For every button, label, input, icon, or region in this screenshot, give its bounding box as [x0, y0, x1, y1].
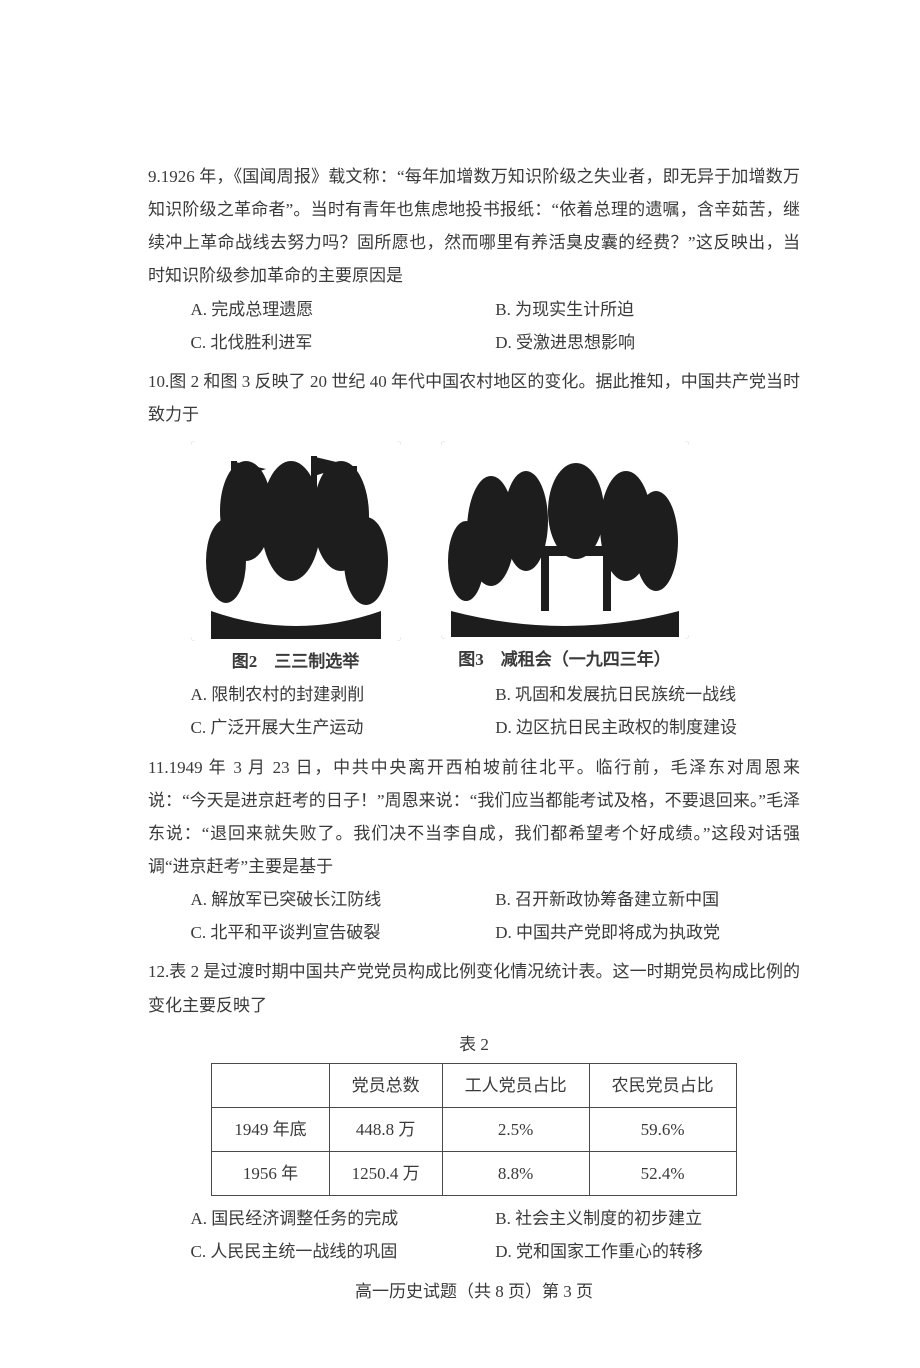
- q12-opt-d: D. 党和国家工作重心的转移: [495, 1235, 800, 1268]
- q11-number: 11.: [148, 758, 169, 777]
- q12-text: 表 2 是过渡时期中国共产党党员构成比例变化情况统计表。这一时期党员构成比例的变…: [148, 962, 800, 1014]
- table-row: 1949 年底 448.8 万 2.5% 59.6%: [212, 1107, 736, 1151]
- q10-opt-b: B. 巩固和发展抗日民族统一战线: [495, 678, 800, 711]
- figure-3-caption: 图3 减租会（一九四三年）: [458, 643, 671, 676]
- q9-opt-d: D. 受激进思想影响: [495, 326, 800, 359]
- page-footer: 高一历史试题（共 8 页）第 3 页: [148, 1275, 800, 1308]
- q10-number: 10.: [148, 372, 169, 391]
- question-12: 12.表 2 是过渡时期中国共产党党员构成比例变化情况统计表。这一时期党员构成比…: [148, 955, 800, 1268]
- td: 448.8 万: [329, 1107, 442, 1151]
- q10-options: A. 限制农村的封建剥削 B. 巩固和发展抗日民族统一战线 C. 广泛开展大生产…: [148, 678, 800, 744]
- q9-opt-b: B. 为现实生计所迫: [495, 293, 800, 326]
- q9-opt-a: A. 完成总理遗愿: [191, 293, 496, 326]
- q12-number: 12.: [148, 962, 169, 981]
- question-10: 10.图 2 和图 3 反映了 20 世纪 40 年代中国农村地区的变化。据此推…: [148, 365, 800, 745]
- figure-3: 图3 减租会（一九四三年）: [441, 441, 689, 678]
- q12-stem: 12.表 2 是过渡时期中国共产党党员构成比例变化情况统计表。这一时期党员构成比…: [148, 955, 800, 1021]
- td: 52.4%: [589, 1152, 736, 1196]
- q10-opt-d: D. 边区抗日民主政权的制度建设: [495, 711, 800, 744]
- q10-opt-a: A. 限制农村的封建剥削: [191, 678, 496, 711]
- td: 8.8%: [442, 1152, 589, 1196]
- q12-opt-c: C. 人民民主统一战线的巩固: [191, 1235, 496, 1268]
- th-worker: 工人党员占比: [442, 1063, 589, 1107]
- q11-opt-c: C. 北平和平谈判宣告破裂: [191, 916, 496, 949]
- td: 59.6%: [589, 1107, 736, 1151]
- q10-figures: 图2 三三制选举: [148, 441, 800, 678]
- q9-stem: 9.1926 年，《国闻周报》载文称：“每年加增数万知识阶级之失业者，即无异于加…: [148, 160, 800, 293]
- td: 2.5%: [442, 1107, 589, 1151]
- q11-text: 1949 年 3 月 23 日，中共中央离开西柏坡前往北平。临行前，毛泽东对周恩…: [148, 758, 800, 876]
- td: 1949 年底: [212, 1107, 329, 1151]
- figure-2-image: [191, 441, 401, 641]
- figure-2: 图2 三三制选举: [191, 441, 401, 678]
- question-9: 9.1926 年，《国闻周报》载文称：“每年加增数万知识阶级之失业者，即无异于加…: [148, 160, 800, 359]
- td: 1956 年: [212, 1152, 329, 1196]
- figure-2-caption: 图2 三三制选举: [232, 645, 360, 678]
- th-blank: [212, 1063, 329, 1107]
- table-row: 1956 年 1250.4 万 8.8% 52.4%: [212, 1152, 736, 1196]
- table-2: 党员总数 工人党员占比 农民党员占比 1949 年底 448.8 万 2.5% …: [211, 1063, 736, 1196]
- q11-stem: 11.1949 年 3 月 23 日，中共中央离开西柏坡前往北平。临行前，毛泽东…: [148, 751, 800, 884]
- q12-opt-a: A. 国民经济调整任务的完成: [191, 1202, 496, 1235]
- th-total: 党员总数: [329, 1063, 442, 1107]
- q10-stem: 10.图 2 和图 3 反映了 20 世纪 40 年代中国农村地区的变化。据此推…: [148, 365, 800, 431]
- q11-options: A. 解放军已突破长江防线 B. 召开新政协筹备建立新中国 C. 北平和平谈判宣…: [148, 883, 800, 949]
- q12-options: A. 国民经济调整任务的完成 B. 社会主义制度的初步建立 C. 人民民主统一战…: [148, 1202, 800, 1268]
- table-row: 党员总数 工人党员占比 农民党员占比: [212, 1063, 736, 1107]
- q11-opt-a: A. 解放军已突破长江防线: [191, 883, 496, 916]
- q10-opt-c: C. 广泛开展大生产运动: [191, 711, 496, 744]
- q9-opt-c: C. 北伐胜利进军: [191, 326, 496, 359]
- question-11: 11.1949 年 3 月 23 日，中共中央离开西柏坡前往北平。临行前，毛泽东…: [148, 751, 800, 950]
- q10-text: 图 2 和图 3 反映了 20 世纪 40 年代中国农村地区的变化。据此推知，中…: [148, 372, 800, 424]
- q9-number: 9.: [148, 167, 161, 186]
- th-farmer: 农民党员占比: [589, 1063, 736, 1107]
- td: 1250.4 万: [329, 1152, 442, 1196]
- q11-opt-b: B. 召开新政协筹备建立新中国: [495, 883, 800, 916]
- q11-opt-d: D. 中国共产党即将成为执政党: [495, 916, 800, 949]
- q9-options: A. 完成总理遗愿 B. 为现实生计所迫 C. 北伐胜利进军 D. 受激进思想影…: [148, 293, 800, 359]
- figure-3-image: [441, 441, 689, 639]
- table-2-title: 表 2: [148, 1028, 800, 1061]
- q9-text: 1926 年，《国闻周报》载文称：“每年加增数万知识阶级之失业者，即无异于加增数…: [148, 167, 800, 285]
- q12-opt-b: B. 社会主义制度的初步建立: [495, 1202, 800, 1235]
